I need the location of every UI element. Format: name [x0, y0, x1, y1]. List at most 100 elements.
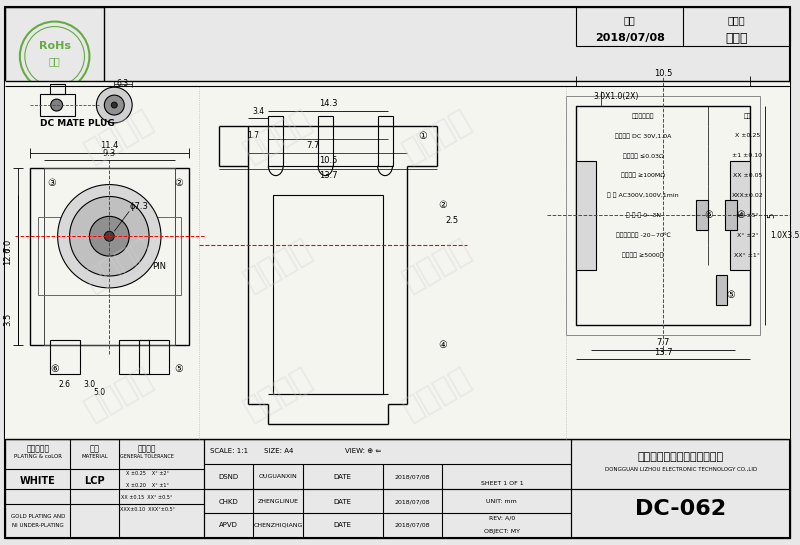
- Circle shape: [58, 185, 161, 288]
- Text: 2.5: 2.5: [446, 216, 458, 225]
- Text: ②: ②: [438, 201, 446, 210]
- Text: ②: ②: [174, 178, 183, 187]
- Text: OUGUANXIN: OUGUANXIN: [259, 474, 298, 479]
- Text: DATE: DATE: [334, 499, 352, 505]
- Circle shape: [96, 87, 132, 123]
- Bar: [204, 439, 571, 538]
- Text: ⑥: ⑥: [704, 210, 713, 220]
- Text: ⑥: ⑥: [50, 365, 59, 374]
- Text: OBJECT: MY: OBJECT: MY: [484, 529, 520, 534]
- Text: 3.0X1.0(2X): 3.0X1.0(2X): [594, 92, 639, 101]
- Bar: [268, 116, 283, 166]
- Bar: [5, 439, 790, 538]
- Text: ZHENGLINUE: ZHENGLINUE: [258, 499, 298, 504]
- Text: 环保: 环保: [49, 56, 61, 66]
- Circle shape: [104, 231, 114, 241]
- Text: ⑤: ⑤: [726, 290, 734, 300]
- Text: 2018/07/08: 2018/07/08: [394, 523, 430, 528]
- Bar: [5, 81, 790, 439]
- Text: DONGGUAN LIZHOU ELECTRONIC TECHNOLOGY CO.,LID: DONGGUAN LIZHOU ELECTRONIC TECHNOLOGY CO…: [605, 467, 757, 471]
- Bar: [576, 161, 596, 270]
- Bar: [119, 340, 149, 374]
- Text: XXX±0.10  XXX°±0.5°: XXX±0.10 XXX°±0.5°: [119, 507, 174, 512]
- Bar: [576, 7, 790, 46]
- Text: 利洲规范: 利洲规范: [398, 234, 476, 296]
- Bar: [40, 94, 74, 116]
- Text: GOLD PLATING AND: GOLD PLATING AND: [10, 514, 65, 519]
- Text: ④: ④: [438, 340, 446, 349]
- Text: X° ±2°: X° ±2°: [737, 233, 758, 238]
- Circle shape: [104, 95, 124, 115]
- Text: 利洲规范: 利洲规范: [398, 105, 476, 167]
- Bar: [578, 205, 787, 225]
- Text: 13.7: 13.7: [654, 348, 673, 357]
- Text: DATE: DATE: [334, 523, 352, 529]
- Circle shape: [111, 102, 118, 108]
- Circle shape: [50, 99, 62, 111]
- Text: 工程部: 工程部: [728, 16, 746, 26]
- Text: PLATING & coLOR: PLATING & coLOR: [14, 455, 62, 459]
- Text: DATE: DATE: [334, 474, 352, 480]
- Text: 利洲规范: 利洲规范: [398, 364, 476, 425]
- Text: 5: 5: [768, 213, 777, 218]
- Bar: [378, 116, 393, 166]
- Text: 13.7: 13.7: [318, 171, 338, 180]
- Text: ±1 ±0.10: ±1 ±0.10: [733, 153, 762, 158]
- Text: 陈万财: 陈万财: [726, 32, 748, 45]
- Text: XX° ±1°: XX° ±1°: [734, 253, 760, 258]
- Text: 插拔次数 ≥5000次: 插拔次数 ≥5000次: [622, 252, 664, 258]
- Text: DSND: DSND: [218, 474, 238, 480]
- Text: ϕ7.3: ϕ7.3: [130, 202, 149, 211]
- Bar: [726, 201, 738, 231]
- Text: 2018/07/08: 2018/07/08: [394, 474, 430, 479]
- Text: DC-062: DC-062: [635, 499, 726, 518]
- Bar: [44, 168, 175, 344]
- Text: CHKD: CHKD: [218, 499, 238, 505]
- Text: 利洲规范: 利洲规范: [80, 234, 158, 296]
- Text: REV: A/0: REV: A/0: [489, 516, 515, 521]
- Text: SIZE: A4: SIZE: A4: [263, 448, 293, 454]
- Text: RoHs: RoHs: [38, 41, 70, 51]
- Text: X ±0.25: X ±0.25: [734, 134, 760, 138]
- Text: 10.5: 10.5: [318, 156, 337, 165]
- Text: VIEW: ⊕ ⇐: VIEW: ⊕ ⇐: [345, 448, 381, 454]
- Text: UNIT: mm: UNIT: mm: [486, 499, 518, 504]
- Text: 主要技术性能: 主要技术性能: [632, 113, 654, 119]
- Text: 14.3: 14.3: [318, 99, 337, 107]
- Bar: [578, 106, 787, 126]
- Text: ①: ①: [418, 131, 426, 141]
- Text: 东莞市利洲电子科技有限公司: 东莞市利洲电子科技有限公司: [638, 452, 724, 462]
- Bar: [696, 201, 707, 231]
- Text: 2018/07/08: 2018/07/08: [595, 33, 665, 44]
- Text: APVD: APVD: [219, 523, 238, 529]
- Text: X ±0.20    X° ±1°: X ±0.20 X° ±1°: [126, 483, 169, 488]
- Text: NI UNDER-PLATING: NI UNDER-PLATING: [12, 523, 64, 528]
- Bar: [571, 439, 790, 538]
- Bar: [578, 185, 787, 205]
- Text: 11.4: 11.4: [100, 141, 118, 150]
- Text: 利洲规范: 利洲规范: [239, 234, 317, 296]
- Text: ±° ±5°: ±° ±5°: [736, 213, 758, 218]
- Bar: [50, 84, 65, 94]
- Bar: [576, 106, 750, 325]
- Text: 利洲规范: 利洲规范: [80, 105, 158, 167]
- Text: 绝缘电阻 ≥100MΩ: 绝缘电阻 ≥100MΩ: [621, 173, 665, 178]
- Text: 耐 压 AC300V,100V,1min: 耐 压 AC300V,100V,1min: [607, 193, 679, 198]
- Text: CHENZHIQIANG: CHENZHIQIANG: [254, 523, 303, 528]
- Text: PIN: PIN: [152, 262, 166, 270]
- Text: 时间: 时间: [624, 16, 636, 26]
- Text: 7.0: 7.0: [3, 239, 13, 252]
- Bar: [578, 166, 787, 185]
- Text: 1.7: 1.7: [247, 131, 259, 141]
- Text: MATERIAL: MATERIAL: [81, 455, 108, 459]
- Text: 材料: 材料: [90, 444, 99, 453]
- Text: 2.6: 2.6: [58, 380, 70, 389]
- Text: XXX±0.02: XXX±0.02: [731, 193, 763, 198]
- Text: 电镀和颜色: 电镀和颜色: [26, 444, 50, 453]
- Text: 插 拔 力 0~3N: 插 拔 力 0~3N: [626, 213, 661, 218]
- Bar: [30, 168, 189, 344]
- Text: 3.5: 3.5: [3, 313, 13, 326]
- Text: ④: ④: [736, 210, 745, 220]
- Text: XX ±0.05: XX ±0.05: [733, 173, 762, 178]
- Bar: [318, 116, 333, 166]
